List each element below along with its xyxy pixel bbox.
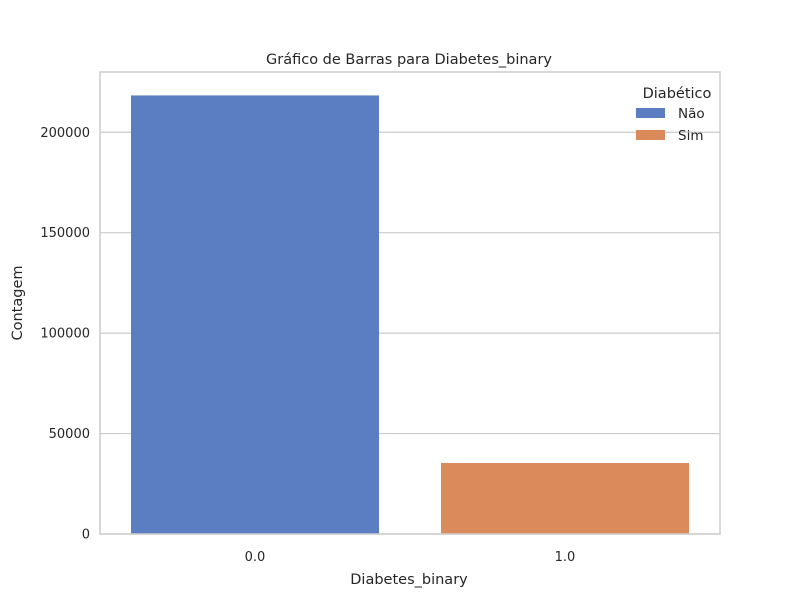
bars [131, 95, 689, 534]
y-axis-ticks: 0 50000 100000 150000 200000 [40, 126, 90, 543]
y-tick-label: 0 [82, 528, 90, 543]
y-tick-label: 50000 [49, 427, 90, 442]
legend-label: Não [678, 106, 705, 122]
legend-swatch [636, 108, 665, 118]
bar [131, 95, 379, 534]
chart-title: Gráfico de Barras para Diabetes_binary [266, 52, 552, 68]
y-axis-label: Contagem [10, 265, 26, 340]
legend: Diabético Não Sim [636, 86, 712, 144]
x-tick-label: 1.0 [555, 550, 576, 565]
x-tick-label: 0.0 [245, 550, 266, 565]
y-tick-label: 100000 [40, 327, 90, 342]
y-tick-label: 150000 [40, 226, 90, 241]
plot-frame [99, 71, 721, 535]
legend-label: Sim [678, 128, 703, 144]
x-axis-ticks: 0.0 1.0 [245, 550, 576, 565]
legend-entries: Não Sim [636, 106, 705, 144]
legend-title: Diabético [643, 86, 712, 102]
bar [441, 463, 689, 534]
legend-swatch [636, 130, 665, 140]
x-axis-label: Diabetes_binary [350, 572, 468, 588]
y-tick-label: 200000 [40, 126, 90, 141]
